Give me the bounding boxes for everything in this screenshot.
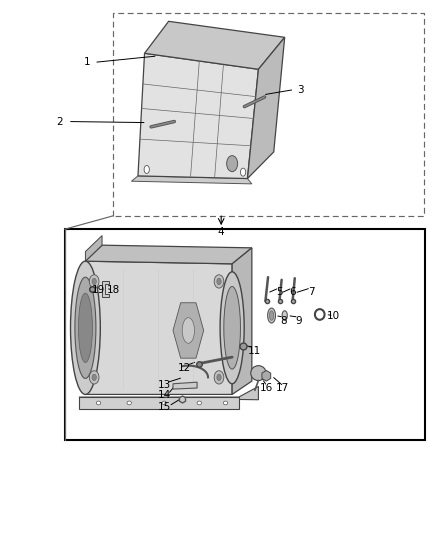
Ellipse shape: [144, 165, 149, 173]
Ellipse shape: [223, 401, 228, 405]
Text: 9: 9: [295, 316, 302, 326]
Ellipse shape: [214, 371, 224, 384]
Text: 1: 1: [84, 58, 91, 67]
Ellipse shape: [214, 275, 224, 288]
Ellipse shape: [217, 374, 221, 381]
Ellipse shape: [182, 318, 194, 343]
Polygon shape: [131, 176, 252, 184]
Ellipse shape: [71, 261, 100, 394]
Text: 16: 16: [260, 383, 273, 393]
Text: 8: 8: [280, 316, 287, 326]
Polygon shape: [85, 261, 232, 394]
Ellipse shape: [92, 278, 96, 285]
Ellipse shape: [227, 156, 237, 172]
Text: 2: 2: [56, 117, 63, 126]
Text: 17: 17: [276, 383, 289, 393]
Text: 13: 13: [158, 380, 171, 390]
Text: 12: 12: [177, 363, 191, 373]
Polygon shape: [102, 281, 109, 297]
Text: 6: 6: [289, 287, 296, 297]
Text: 11: 11: [247, 346, 261, 356]
Polygon shape: [145, 21, 285, 69]
Polygon shape: [262, 370, 271, 381]
Ellipse shape: [268, 308, 276, 323]
Text: 15: 15: [158, 402, 171, 412]
Polygon shape: [173, 303, 204, 358]
Ellipse shape: [251, 366, 266, 381]
Ellipse shape: [96, 401, 101, 405]
Ellipse shape: [92, 374, 96, 381]
Ellipse shape: [224, 287, 240, 369]
Polygon shape: [173, 382, 197, 389]
Polygon shape: [85, 245, 252, 264]
Text: 7: 7: [307, 287, 314, 297]
Text: 4: 4: [218, 227, 225, 237]
Polygon shape: [138, 53, 258, 179]
Ellipse shape: [240, 168, 246, 176]
Text: 18: 18: [106, 286, 120, 295]
Polygon shape: [247, 37, 285, 179]
Ellipse shape: [127, 401, 131, 405]
Ellipse shape: [89, 371, 99, 384]
Ellipse shape: [217, 278, 221, 285]
Ellipse shape: [269, 311, 274, 320]
Polygon shape: [79, 386, 258, 400]
Ellipse shape: [162, 401, 166, 405]
Polygon shape: [232, 248, 252, 394]
Ellipse shape: [197, 401, 201, 405]
Text: 3: 3: [297, 85, 304, 94]
Ellipse shape: [282, 311, 287, 320]
Ellipse shape: [78, 293, 92, 362]
Ellipse shape: [89, 275, 99, 288]
Polygon shape: [79, 397, 239, 409]
Text: 14: 14: [158, 391, 171, 400]
Text: 5: 5: [276, 287, 283, 297]
Bar: [65, 229, 425, 440]
Polygon shape: [85, 236, 102, 261]
Text: 10: 10: [327, 311, 340, 320]
Ellipse shape: [75, 277, 96, 378]
Ellipse shape: [220, 272, 244, 384]
Text: 19: 19: [92, 286, 105, 295]
